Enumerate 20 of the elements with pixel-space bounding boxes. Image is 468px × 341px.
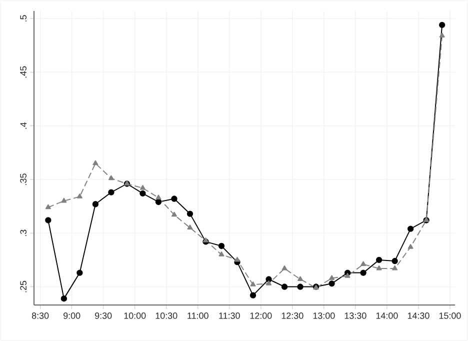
x-tick-label: 10:00: [124, 312, 146, 319]
x-tick-label: 9:00: [64, 312, 80, 319]
x-tick-label: 10:30: [156, 312, 178, 319]
x-tick-label: 15:00: [439, 312, 461, 319]
x-tick-label: 12:30: [282, 312, 304, 319]
y-tick-label: .5: [20, 15, 26, 22]
y-tick-label: .35: [20, 174, 26, 185]
y-tick-label: .25: [20, 280, 26, 292]
x-tick-label: 12:00: [250, 312, 272, 319]
x-tick-label: 13:00: [313, 312, 335, 319]
y-tick-label: .3: [20, 230, 26, 236]
x-tick-label: 9:30: [95, 312, 112, 319]
x-tick-label: 14:00: [376, 312, 398, 319]
y-tick-label: .45: [20, 66, 26, 78]
x-tick-label: 13:30: [344, 312, 366, 319]
x-tick-label: 8:30: [32, 312, 49, 319]
x-tick-label: 14:30: [408, 312, 430, 319]
x-tick-label: 11:30: [219, 312, 240, 319]
y-tick-label: .4: [20, 122, 26, 129]
x-tick-label: 11:00: [188, 312, 208, 319]
